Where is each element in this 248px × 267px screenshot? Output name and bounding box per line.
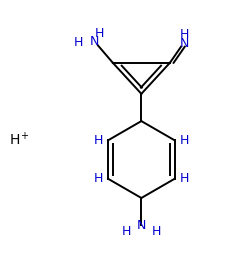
Text: +: + (20, 131, 28, 141)
Text: H: H (93, 134, 103, 147)
Text: H: H (93, 172, 103, 185)
Text: H: H (122, 225, 131, 238)
Text: N: N (137, 219, 146, 232)
Text: H: H (180, 134, 189, 147)
Text: N: N (180, 37, 189, 50)
Text: H: H (152, 225, 161, 238)
Text: H: H (180, 172, 189, 185)
Text: H: H (10, 133, 20, 147)
Text: H: H (94, 26, 104, 40)
Text: N: N (90, 35, 99, 48)
Text: H: H (73, 37, 83, 49)
Text: H: H (180, 28, 189, 41)
